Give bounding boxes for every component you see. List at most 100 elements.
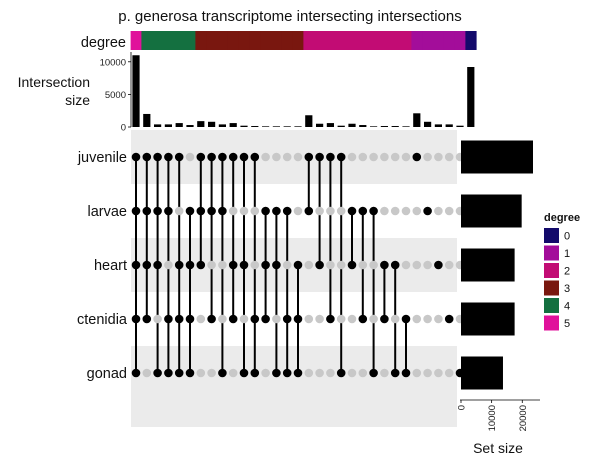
intersection-bar (456, 125, 464, 127)
intersection-bar (272, 126, 280, 127)
intersection-bar (132, 55, 140, 128)
degree-cell (465, 31, 477, 50)
matrix-dot (434, 206, 443, 216)
matrix-dot (196, 152, 206, 162)
matrix-dot (164, 152, 173, 162)
matrix-dot (304, 314, 314, 324)
matrix-dot (250, 314, 260, 324)
matrix-dot (261, 206, 270, 216)
matrix-dot (272, 368, 281, 378)
intersection-axis-tick-label: 10000 (100, 57, 126, 68)
matrix-dot (185, 206, 195, 216)
degree-label: degree (81, 35, 126, 51)
matrix-dot (239, 206, 249, 216)
intersection-bar (143, 113, 151, 127)
set-size-bar (461, 194, 522, 228)
matrix-dot (228, 152, 238, 162)
legend-title: degree (544, 212, 580, 224)
set-label-ctenidia: ctenidia (77, 312, 128, 328)
matrix-dot (185, 368, 195, 378)
matrix-dot (423, 368, 432, 378)
matrix-dot (444, 152, 454, 162)
chart-title: p. generosa transcriptome intersecting i… (118, 8, 462, 25)
intersection-bar (434, 124, 442, 127)
matrix-dot (218, 368, 227, 378)
matrix-dot (293, 314, 303, 324)
degree-legend: degree 0 1 2 3 4 5 (544, 212, 580, 331)
matrix-dot (207, 152, 216, 162)
matrix-dot (239, 152, 249, 162)
matrix-dot (164, 206, 173, 216)
intersection-bar (175, 123, 183, 127)
set-size-bar (461, 140, 533, 174)
legend-swatch (544, 315, 559, 331)
matrix-dot (336, 260, 346, 270)
matrix-dot (423, 206, 432, 216)
set-label-larvae: larvae (88, 204, 128, 220)
matrix-dot (304, 368, 314, 378)
matrix-dot (380, 314, 389, 324)
matrix-dot (315, 314, 324, 324)
matrix-dot (164, 260, 173, 270)
matrix-dot (293, 152, 303, 162)
degree-cell (379, 31, 391, 50)
intersection-size-axis: Intersection size 0 5000 10000 (18, 52, 132, 134)
intersection-bar (316, 123, 324, 127)
set-size-bar (461, 356, 503, 390)
matrix-dot (326, 368, 335, 378)
matrix-dot (131, 314, 141, 324)
intersection-axis-title-line2: size (65, 92, 90, 108)
matrix-dot (207, 368, 216, 378)
intersection-bar (251, 126, 259, 127)
matrix-dot (336, 368, 346, 378)
degree-cell (281, 31, 293, 50)
matrix-dot (390, 206, 400, 216)
intersection-axis-tick-label: 0 (121, 123, 126, 134)
matrix-dot (131, 368, 141, 378)
matrix-dot (250, 260, 260, 270)
matrix-dot (142, 152, 152, 162)
matrix-dot (207, 206, 216, 216)
matrix-dot (304, 152, 314, 162)
degree-cell (325, 31, 337, 50)
matrix-dot (358, 206, 368, 216)
matrix-dot (131, 260, 141, 270)
intersection-axis-tick-label: 5000 (105, 90, 126, 101)
matrix-dot (412, 206, 422, 216)
matrix-dot (369, 152, 378, 162)
intersection-bar (326, 123, 334, 127)
matrix-dot (315, 368, 324, 378)
matrix-dot (207, 260, 216, 270)
intersection-bar (305, 115, 313, 127)
matrix-dot (272, 152, 281, 162)
matrix-dot (261, 314, 270, 324)
matrix-dot (412, 314, 422, 324)
degree-cell (173, 31, 185, 50)
matrix-dot (207, 314, 216, 324)
matrix-dot (401, 314, 411, 324)
matrix-dot (369, 314, 378, 324)
degree-cell (389, 31, 401, 50)
matrix-dot (250, 206, 260, 216)
matrix-dot (282, 314, 292, 324)
matrix-dot (185, 260, 195, 270)
legend-swatch (544, 280, 559, 296)
matrix-dot (174, 368, 184, 378)
matrix-dot (282, 206, 292, 216)
matrix-dot (218, 152, 227, 162)
intersection-bar (370, 126, 378, 127)
matrix-dot (282, 368, 292, 378)
matrix-dot (347, 368, 357, 378)
set-size-axis-tick-label: 10000 (487, 405, 498, 431)
matrix-dot (228, 314, 238, 324)
matrix-dot (261, 260, 270, 270)
matrix-dot (347, 152, 357, 162)
matrix-dot (347, 260, 357, 270)
matrix-dot (261, 152, 270, 162)
intersection-bar (186, 125, 194, 127)
set-size-bar (461, 302, 515, 336)
matrix-dot (315, 152, 324, 162)
legend-label: 3 (564, 283, 570, 295)
matrix-dot (380, 260, 389, 270)
